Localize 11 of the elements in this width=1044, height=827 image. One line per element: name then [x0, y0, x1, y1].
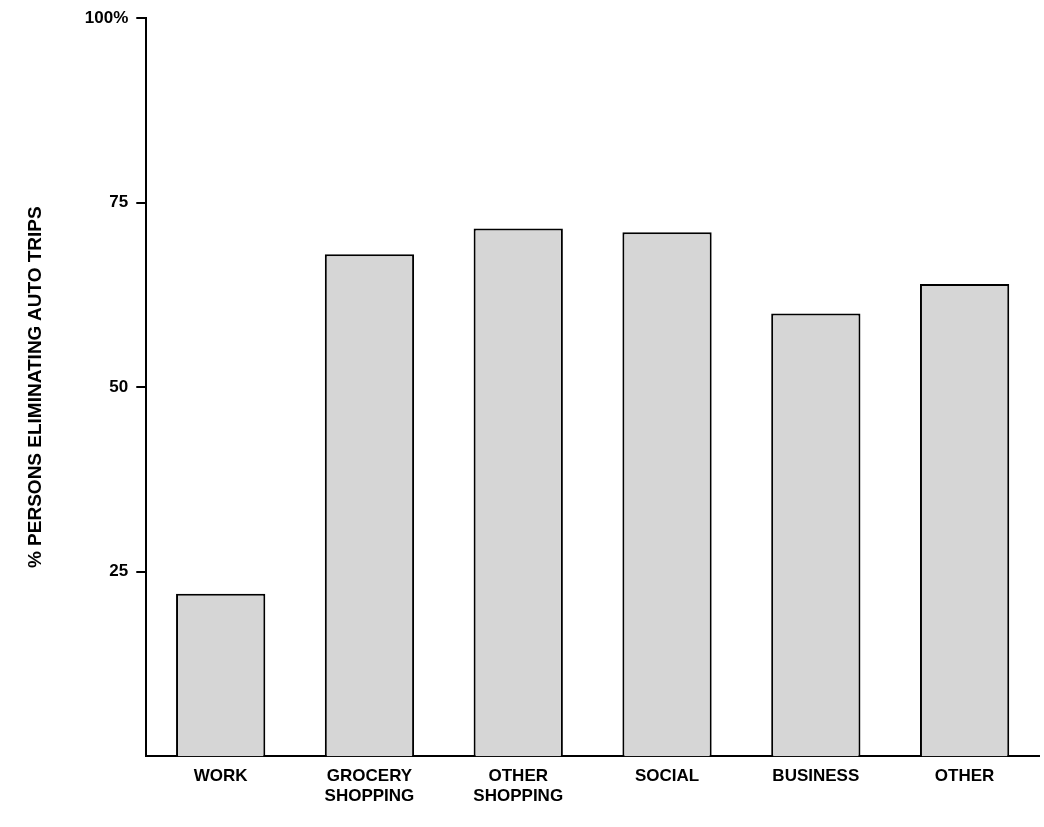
y-tick-label: 25: [109, 561, 129, 581]
y-tick-label: 100%: [84, 7, 129, 27]
y-tick-label: 75: [109, 192, 129, 212]
y-tick-label: 50: [109, 376, 129, 396]
x-tick-label: GROCERY SHOPPING: [324, 766, 415, 806]
x-tick-label: SOCIAL: [634, 766, 700, 786]
x-tick-label: WORK: [193, 766, 249, 786]
x-tick-label: BUSINESS: [772, 766, 860, 786]
x-tick-label: OTHER: [934, 766, 995, 786]
y-axis-title: % PERSONS ELIMINATING AUTO TRIPS: [23, 206, 45, 569]
x-tick-label: OTHER SHOPPING: [473, 766, 564, 806]
